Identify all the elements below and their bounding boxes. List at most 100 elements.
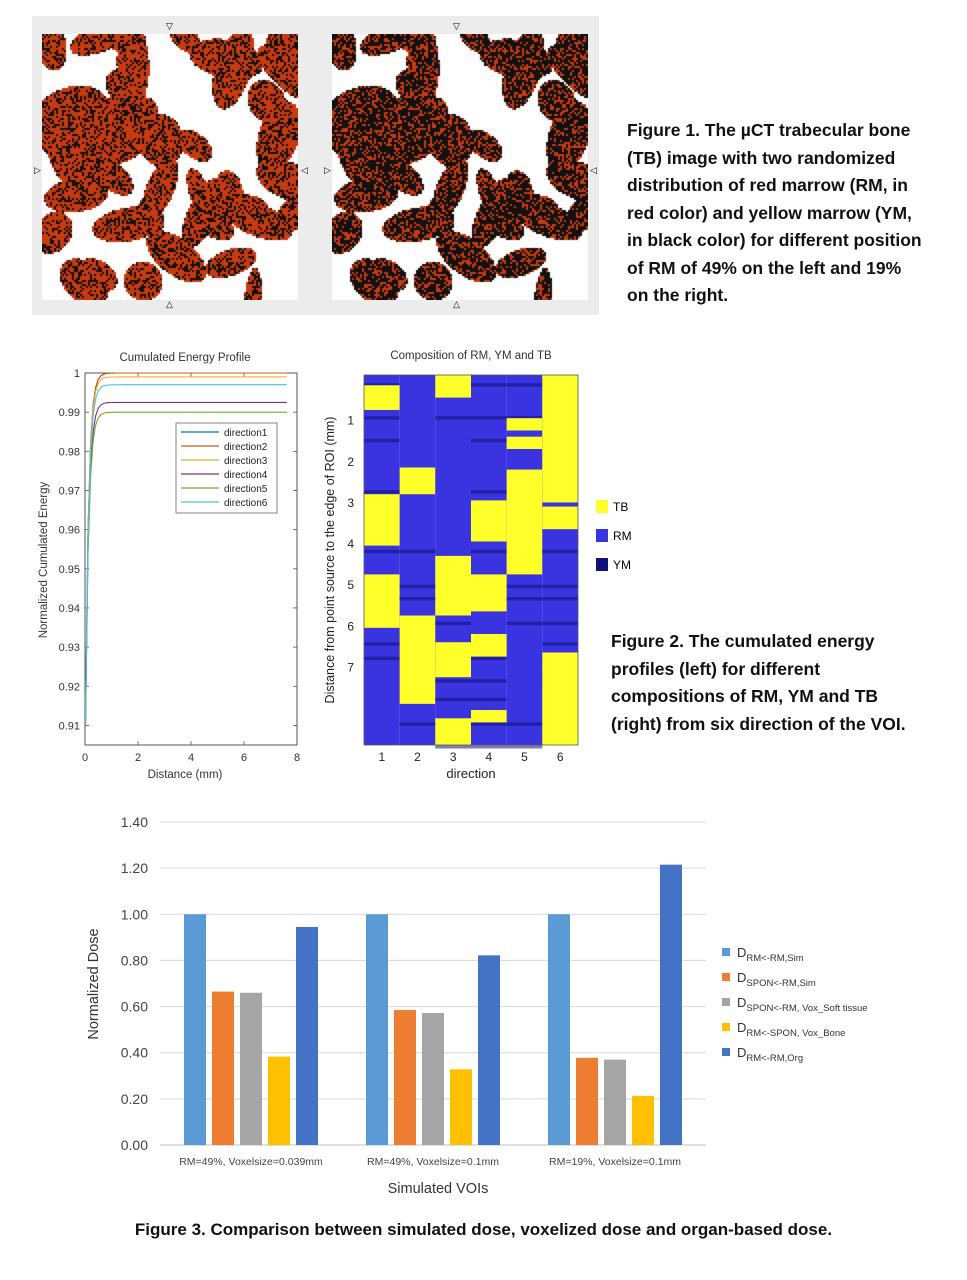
- x-tick-label: 1: [378, 750, 385, 764]
- heatmap-cell-ym: [364, 656, 400, 661]
- legend-swatch: [722, 998, 730, 1006]
- trabecular-bone-image-rm19: [332, 34, 588, 300]
- legend-label: direction2: [224, 442, 268, 453]
- category-label: RM=19%, Voxelsize=0.1mm: [549, 1156, 681, 1168]
- legend-label-tb: TB: [613, 500, 629, 514]
- marker-triangle-icon: ▷: [34, 165, 41, 175]
- series-line-direction5: [84, 411, 287, 728]
- marker-triangle-icon: △: [166, 299, 173, 309]
- heatmap-cell-ym: [435, 416, 471, 420]
- chart-title: Composition of RM, YM and TB: [390, 350, 552, 362]
- x-tick-label: 6: [241, 752, 247, 764]
- heatmap-cell-tb: [364, 494, 400, 546]
- y-axis-label: Distance from point source to the edge o…: [323, 417, 337, 704]
- legend-label: DRM<-RM,Sim: [737, 945, 804, 964]
- marker-triangle-icon: ▽: [453, 21, 460, 31]
- bar-3-3: [604, 1059, 626, 1145]
- y-tick-label: 1: [347, 414, 354, 428]
- heatmap-cell-ym: [471, 416, 507, 420]
- x-tick-label: 5: [521, 750, 528, 764]
- figure3-caption: Figure 3. Comparison between simulated d…: [134, 1220, 833, 1239]
- y-tick-label: 0.20: [121, 1091, 148, 1107]
- legend-label: direction4: [224, 470, 268, 481]
- heatmap-frame: [363, 374, 579, 746]
- legend-label: direction1: [224, 428, 268, 439]
- legend-label: DSPON<-RM,Sim: [737, 970, 816, 989]
- heatmap-cell-ym: [364, 490, 400, 494]
- legend-swatch: [722, 973, 730, 981]
- marker-triangle-icon: ◁: [590, 165, 597, 175]
- bar-4-3: [632, 1095, 654, 1145]
- figure1-caption: Figure 1. The µCT trabecular bone (TB) i…: [627, 120, 922, 305]
- heatmap-cell-ym: [542, 597, 578, 601]
- heatmap-cell-tb: [471, 634, 507, 657]
- heatmap-cell-ym: [435, 697, 471, 702]
- y-tick-label: 0.92: [59, 681, 80, 693]
- cumulated-energy-chart: Cumulated Energy Profile 0.91 0.92 0.93 0.9…: [38, 352, 300, 781]
- legend-label: direction6: [224, 498, 268, 509]
- legend-swatch-tb: [596, 500, 608, 513]
- bar-5-1: [296, 926, 318, 1145]
- x-tick-label: 6: [557, 750, 564, 764]
- bar-chart-legend: DRM<-RM,Sim DSPON<-RM,Sim DSPON<-RM, Vox_S…: [722, 945, 868, 1064]
- marker-triangle-icon: ▷: [324, 165, 331, 175]
- y-tick-label: 1.00: [121, 906, 148, 922]
- heatmap-cell-ym: [542, 549, 578, 554]
- x-tick-label: 2: [414, 750, 421, 764]
- heatmap-cell-ym: [506, 584, 543, 589]
- x-tick-label: 2: [135, 752, 141, 764]
- legend-label: direction5: [224, 484, 268, 495]
- legend-label: DSPON<-RM, Vox_Soft tissue: [737, 995, 868, 1014]
- heatmap-cell-ym: [471, 383, 507, 387]
- bar-5-3: [660, 864, 682, 1145]
- dose-bar-chart: 0.00 0.20 0.40 0.60 0.80 1.00 1.20 1.40 RM=49%,…: [86, 814, 868, 1197]
- composition-heatmap: Composition of RM, YM and TB 1 2 3 4 5 6 7 1 2 3…: [323, 350, 579, 781]
- heatmap-cell-ym: [542, 621, 578, 626]
- y-tick-label: 0.94: [59, 603, 80, 615]
- legend-swatch: [722, 1048, 730, 1056]
- heatmap-cell-tb: [435, 642, 471, 678]
- x-tick-label: 4: [485, 750, 492, 764]
- figure1-panel: ▽ △ ▷ ◁ ▽ △ ▷ ◁: [32, 16, 599, 315]
- trabecular-bone-image-rm49: [42, 34, 298, 300]
- y-tick-label: 1.20: [121, 860, 148, 876]
- y-axis-label: Normalized Cumulated Energy: [38, 481, 50, 638]
- category-label: RM=49%, Voxelsize=0.039mm: [179, 1156, 323, 1168]
- bar-1-1: [184, 914, 206, 1145]
- heatmap-cell-tb: [506, 469, 543, 575]
- series-line-direction4: [84, 401, 287, 726]
- x-tick-label: 3: [450, 750, 457, 764]
- y-tick-label: 0.91: [59, 720, 80, 732]
- heatmap-cell-ym: [364, 549, 400, 554]
- heatmap-cell-ym: [506, 745, 543, 749]
- legend-label: direction3: [224, 456, 268, 467]
- heatmap-cell-ym: [399, 597, 436, 601]
- heatmap-cell-tb: [506, 436, 543, 449]
- heatmap-cell-tb: [542, 375, 578, 503]
- y-tick-label: 1.40: [121, 814, 148, 830]
- y-tick-label: 4: [347, 537, 354, 551]
- legend-swatch: [722, 948, 730, 956]
- x-axis-label: Simulated VOIs: [388, 1181, 489, 1197]
- y-tick-label: 5: [347, 578, 354, 592]
- legend-swatch-ym: [596, 558, 608, 571]
- x-axis-label: Distance (mm): [148, 769, 223, 781]
- legend-label: DRM<-RM,Org: [737, 1045, 803, 1064]
- y-tick-label: 3: [347, 496, 354, 510]
- bar-2-1: [212, 991, 234, 1145]
- legend-label: DRM<-SPON, Vox_Bone: [737, 1020, 845, 1039]
- series-line-direction6: [84, 384, 287, 723]
- heatmap-cell-ym: [471, 438, 507, 443]
- heatmap-cell-ym: [435, 621, 471, 626]
- y-tick-label: 0.00: [121, 1137, 148, 1153]
- heatmap-cell-ym: [364, 383, 400, 387]
- legend-label-ym: YM: [613, 558, 631, 572]
- bar-3-2: [422, 1013, 444, 1145]
- heatmap-cell-tb: [471, 710, 507, 723]
- bar-4-2: [450, 1069, 472, 1145]
- bar-1-2: [366, 914, 388, 1145]
- heatmap-cell-tb: [364, 574, 400, 628]
- heatmap-cell-rm: [471, 375, 507, 745]
- heatmap-cell-tb: [471, 574, 507, 612]
- heatmap-cell-ym: [542, 584, 578, 589]
